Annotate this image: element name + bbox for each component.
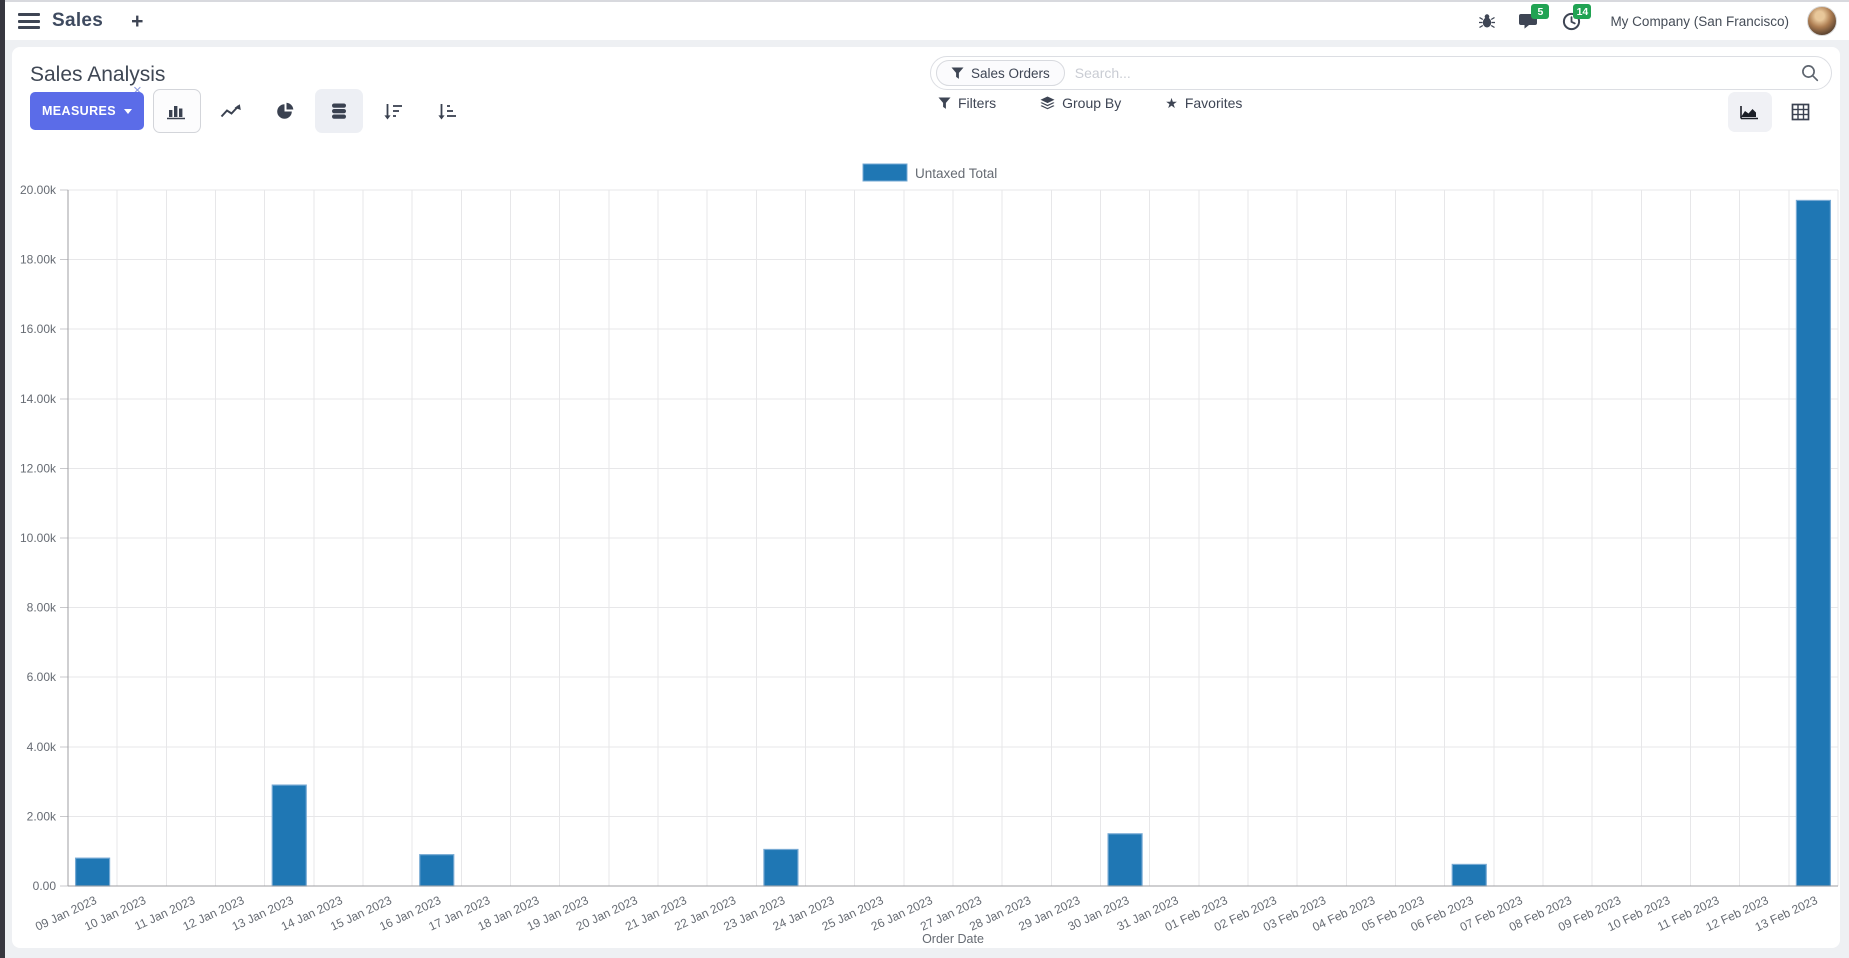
company-switcher[interactable]: My Company (San Francisco) — [1610, 13, 1789, 29]
layers-icon — [1040, 96, 1055, 110]
sort-descending-button[interactable] — [369, 89, 417, 133]
y-axis-tick: 8.00k — [27, 601, 57, 615]
y-axis-tick: 18.00k — [20, 253, 57, 267]
chart-bar[interactable] — [74, 857, 111, 887]
group-by-label: Group By — [1062, 95, 1122, 111]
chart-bar[interactable] — [763, 848, 799, 887]
graph-view-icon — [1740, 105, 1758, 119]
chart-bar[interactable] — [271, 784, 307, 887]
activities-button[interactable]: 14 — [1554, 4, 1592, 36]
chart-bar[interactable] — [419, 854, 455, 887]
window-edge-strip — [0, 0, 5, 958]
pie-chart-button[interactable] — [261, 89, 309, 133]
search-icon[interactable] — [1801, 64, 1819, 82]
measures-button[interactable]: MEASURES — [30, 92, 144, 130]
stacked-icon — [332, 103, 346, 119]
filter-funnel-icon — [951, 67, 964, 79]
content-card: Sales Analysis Sales Orders × MEASURES — [12, 47, 1840, 948]
sort-ascending-button[interactable] — [423, 89, 471, 133]
pivot-view-icon — [1791, 103, 1809, 121]
search-bar[interactable]: Sales Orders — [930, 56, 1832, 90]
sort-ascending-icon — [438, 103, 456, 119]
page-title: Sales Analysis — [30, 63, 166, 86]
app-name[interactable]: Sales — [52, 10, 104, 31]
y-axis-tick: 16.00k — [20, 322, 57, 336]
y-axis-tick: 4.00k — [27, 740, 57, 754]
graph-view-button[interactable] — [1728, 92, 1772, 132]
y-axis-tick: 20.00k — [20, 183, 57, 197]
chart-area: 0.00 2.00k 4.00k 6.00k 8.00k 10.00k 12.00k 14.0… — [12, 140, 1840, 948]
sales-chart: 0.00 2.00k 4.00k 6.00k 8.00k 10.00k 12.00k 14.0… — [20, 163, 1839, 946]
measures-label: MEASURES — [41, 104, 117, 118]
chart-bar[interactable] — [1107, 833, 1143, 887]
y-axis-tick: 10.00k — [20, 531, 57, 545]
bar-chart-button[interactable] — [153, 89, 201, 133]
favorites-button[interactable]: ★ Favorites — [1165, 95, 1242, 111]
top-nav-bar: Sales + 5 14 — [0, 0, 1849, 40]
messages-count-badge: 5 — [1531, 4, 1550, 19]
filters-button[interactable]: Filters — [938, 95, 996, 111]
legend-swatch[interactable] — [862, 163, 908, 182]
x-axis-title: Order Date — [922, 932, 984, 946]
debug-bug-icon[interactable] — [1470, 6, 1504, 36]
search-facet-sales-orders[interactable]: Sales Orders — [936, 60, 1065, 86]
search-input[interactable] — [1074, 65, 1801, 81]
y-axis-tick: 2.00k — [27, 809, 57, 823]
y-axis-tick: 0.00 — [33, 879, 57, 893]
user-avatar[interactable] — [1807, 6, 1837, 36]
bar-chart-icon — [167, 106, 185, 120]
group-by-button[interactable]: Group By — [1040, 95, 1121, 111]
new-tab-plus-button[interactable]: + — [131, 9, 144, 33]
star-icon: ★ — [1165, 95, 1178, 111]
chart-bar[interactable] — [1451, 863, 1487, 887]
bug-icon — [1479, 14, 1496, 29]
favorites-label: Favorites — [1184, 95, 1243, 111]
filters-label: Filters — [958, 95, 997, 111]
chevron-down-icon — [124, 108, 133, 114]
y-axis-tick: 6.00k — [27, 670, 57, 684]
legend-label[interactable]: Untaxed Total — [915, 166, 997, 181]
pie-chart-icon — [276, 102, 293, 119]
y-axis-tick: 12.00k — [20, 461, 57, 475]
facet-remove-icon[interactable]: × — [133, 82, 142, 99]
pivot-view-button[interactable] — [1778, 92, 1822, 132]
chart-bar[interactable] — [1795, 199, 1832, 887]
y-axis-tick: 14.00k — [20, 392, 57, 406]
messages-button[interactable]: 5 — [1512, 4, 1550, 36]
line-chart-icon — [220, 104, 241, 118]
facet-label: Sales Orders — [971, 65, 1050, 81]
filter-funnel-icon — [938, 97, 951, 109]
sort-descending-icon — [384, 103, 402, 119]
line-chart-button[interactable] — [207, 89, 255, 133]
activities-count-badge: 14 — [1573, 4, 1592, 19]
stacked-toggle-button[interactable] — [315, 89, 363, 133]
apps-menu-icon[interactable] — [18, 13, 40, 29]
clock-icon — [1562, 12, 1581, 30]
